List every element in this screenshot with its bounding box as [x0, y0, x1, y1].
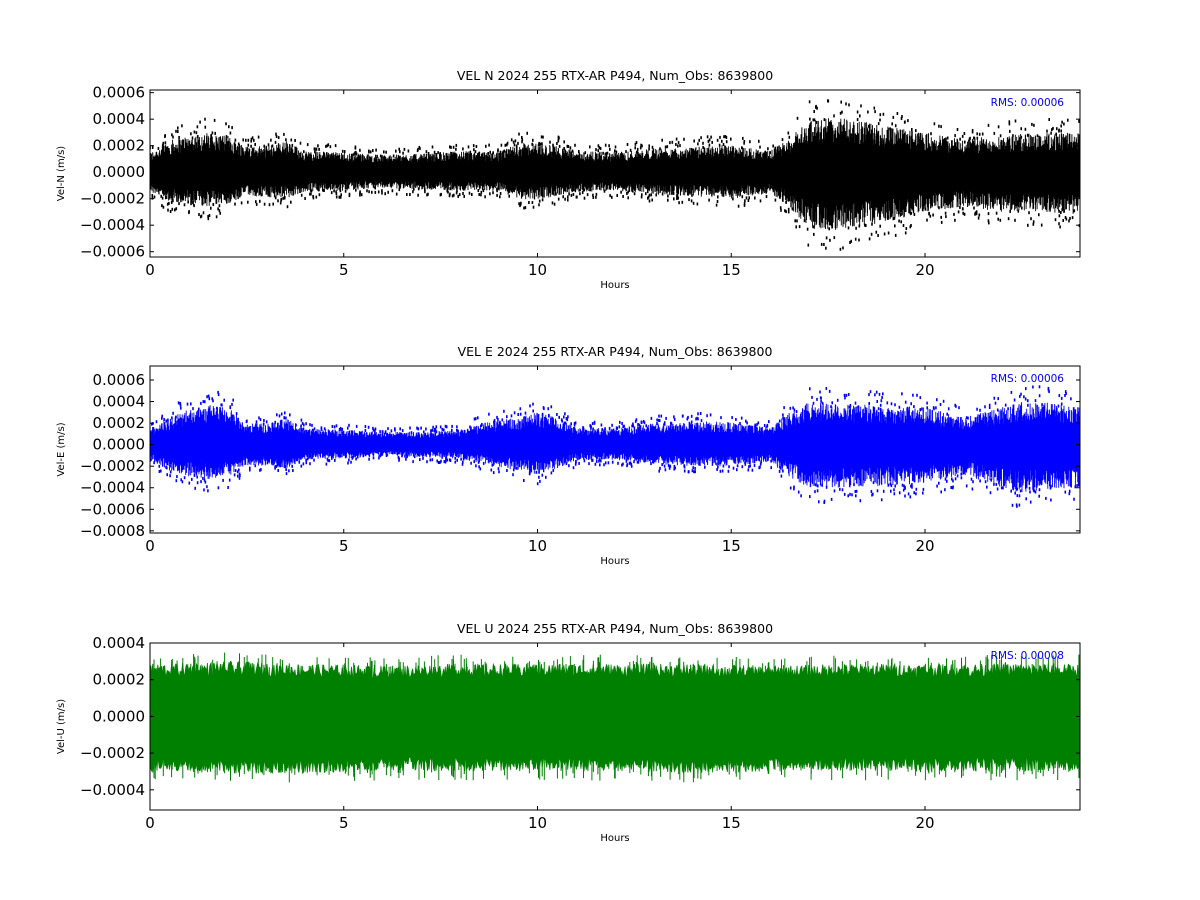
vel-e-ytick-label: −0.0008	[80, 522, 145, 540]
vel-e-ytick-label: 0.0004	[93, 393, 146, 411]
vel-u-xtick-label: 10	[528, 814, 547, 832]
vel-u-ytick-label: 0.0000	[93, 707, 146, 725]
vel-e-xtick-label: 10	[528, 537, 547, 555]
vel-e-xlabel: Hours	[600, 556, 629, 567]
vel-e-ytick-label: 0.0000	[93, 436, 146, 454]
vel-n-rms-annotation: RMS: 0.00006	[991, 97, 1065, 109]
vel-e-frame	[149, 365, 1081, 534]
vel-n-ytick-label: 0.0000	[93, 163, 146, 181]
vel-n-ytick-label: 0.0006	[93, 84, 146, 102]
vel-n-ytick-label: 0.0002	[93, 137, 146, 155]
vel-e-panel: 0 5 10 15 20 −0.0008 −0.0006 −0.0004 −0.0002 0.00…	[56, 344, 1081, 567]
vel-n-xtick-label: 15	[722, 261, 741, 279]
vel-n-noise	[150, 118, 1080, 230]
vel-u-xlabel: Hours	[600, 833, 629, 844]
vel-e-ytick-label: 0.0002	[93, 414, 146, 432]
vel-e-xtick-label: 0	[145, 537, 155, 555]
vel-n-panel: 0 5 10 15 20 −0.0006 −0.0004 −0.0002 0.0000 0.000…	[56, 68, 1081, 291]
vel-e-ytick-label: 0.0006	[93, 371, 146, 389]
vel-u-xtick-label: 0	[145, 814, 155, 832]
vel-n-series	[150, 99, 1080, 251]
vel-u-ytick-label: −0.0002	[80, 744, 145, 762]
vel-e-series	[150, 385, 1080, 508]
vel-n-ytick-label: 0.0004	[93, 110, 146, 128]
vel-n-ytick-label: −0.0004	[80, 216, 145, 234]
vel-e-rms-annotation: RMS: 0.00006	[991, 373, 1065, 385]
vel-u-ytick-label: −0.0004	[80, 781, 145, 799]
vel-n-frame	[149, 89, 1081, 258]
vel-u-title: VEL U 2024 255 RTX-AR P494, Num_Obs: 863…	[457, 621, 773, 636]
vel-n-xlabel: Hours	[600, 280, 629, 291]
vel-n-title: VEL N 2024 255 RTX-AR P494, Num_Obs: 863…	[457, 68, 773, 83]
vel-e-ytick-label: −0.0004	[80, 479, 145, 497]
vel-e-xtick-label: 15	[722, 537, 741, 555]
vel-n-xtick-label: 5	[339, 261, 349, 279]
vel-u-ytick-label: 0.0004	[93, 634, 146, 652]
vel-n-ytick-label: −0.0006	[80, 243, 145, 261]
vel-n-xtick-label: 0	[145, 261, 155, 279]
vel-e-ylabel: Vel-E (m/s)	[56, 422, 67, 476]
vel-u-xtick-label: 15	[722, 814, 741, 832]
vel-u-panel: 0 5 10 15 20 −0.0004 −0.0002 0.0000 0.0002 0.0004…	[56, 621, 1081, 844]
vel-n-ytick-label: −0.0002	[80, 190, 145, 208]
vel-u-rms-annotation: RMS: 0.00008	[991, 650, 1064, 662]
vel-e-ytick-label: −0.0002	[80, 457, 145, 475]
vel-u-xtick-label: 5	[339, 814, 349, 832]
vel-n-ylabel: Vel-N (m/s)	[56, 146, 67, 201]
vel-u-ylabel: Vel-U (m/s)	[56, 699, 67, 754]
vel-u-xtick-label: 20	[915, 814, 934, 832]
vel-e-ytick-label: −0.0006	[80, 500, 145, 518]
vel-u-series	[150, 652, 1080, 783]
vel-u-ytick-label: 0.0002	[93, 671, 146, 689]
vel-e-xtick-label: 5	[339, 537, 349, 555]
vel-u-frame	[149, 642, 1081, 811]
vel-e-title: VEL E 2024 255 RTX-AR P494, Num_Obs: 863…	[458, 344, 773, 359]
vel-n-xtick-label: 10	[528, 261, 547, 279]
vel-e-xtick-label: 20	[915, 537, 934, 555]
vel-u-spikes	[150, 652, 1080, 783]
vel-n-xtick-label: 20	[915, 261, 934, 279]
